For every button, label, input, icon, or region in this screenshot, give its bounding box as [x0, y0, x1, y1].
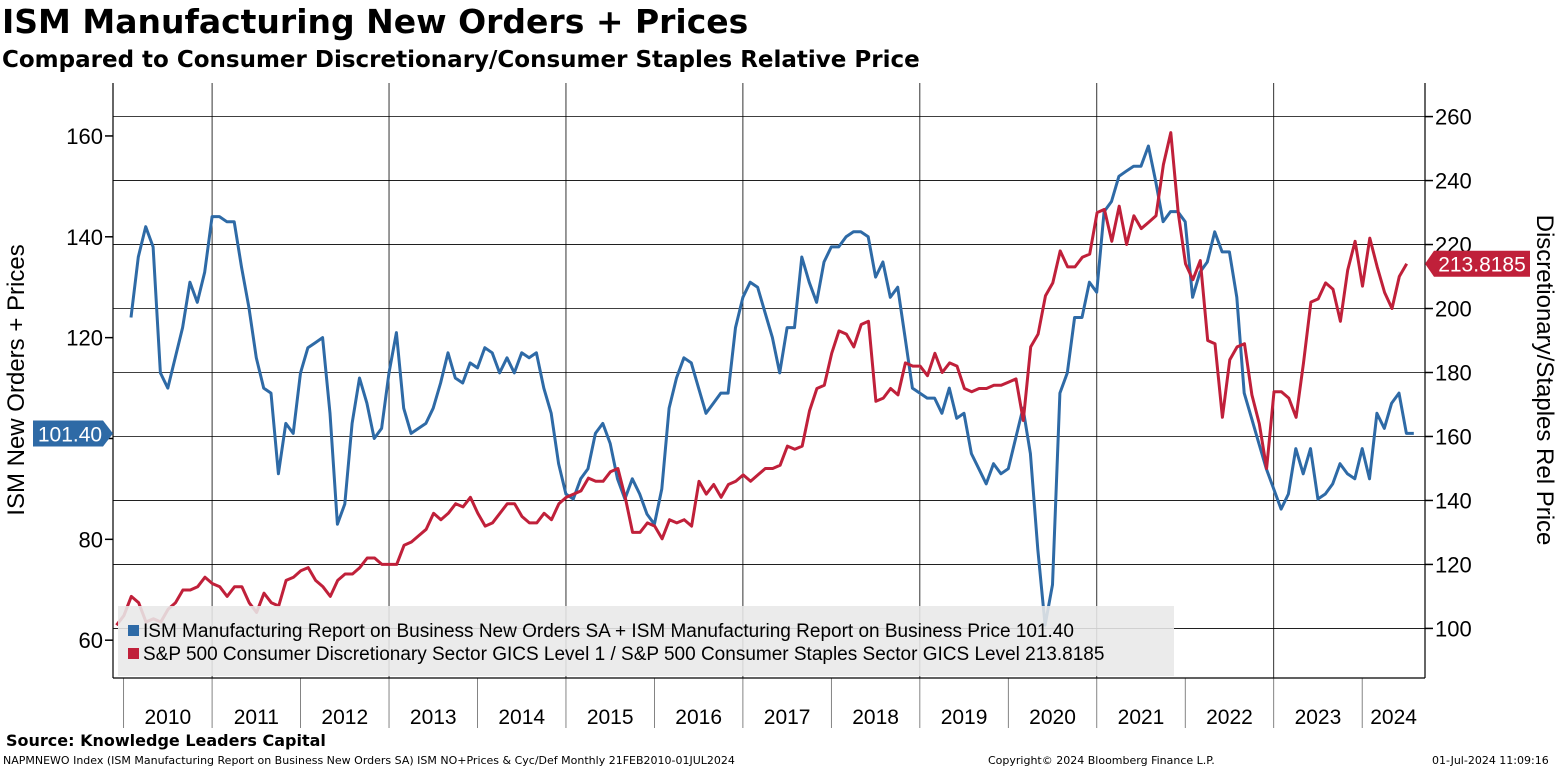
tick-label-x: 2022: [1206, 706, 1253, 729]
tick-label-x: 2015: [587, 706, 634, 729]
legend: ISM Manufacturing Report on Business New…: [33, 250, 1530, 676]
series-rel-price-line: [115, 131, 1408, 627]
tick-label-x: 2014: [498, 706, 545, 729]
legend-swatch-ism: [128, 625, 139, 636]
tick-label-left: 140: [66, 225, 103, 250]
source-note: Source: Knowledge Leaders Capital: [6, 731, 326, 750]
legend-label-rel: S&P 500 Consumer Discretionary Sector GI…: [143, 644, 1104, 665]
series-ism-line: [129, 144, 1414, 627]
tick-label-x: 2011: [234, 706, 279, 729]
series-lines: [115, 131, 1414, 627]
chart-subtitle: Compared to Consumer Discretionary/Consu…: [2, 47, 920, 73]
tick-label-x: 2017: [764, 706, 811, 729]
tick-label-x: 2013: [410, 706, 457, 729]
tick-label-x: 2023: [1295, 706, 1342, 729]
index-info: NAPMNEWO Index (ISM Manufacturing Report…: [3, 754, 735, 767]
legend-swatch-rel: [128, 648, 139, 659]
chart-title: ISM Manufacturing New Orders + Prices: [2, 2, 749, 41]
tick-label-left: 160: [66, 124, 103, 149]
tick-label-x: 2020: [1029, 706, 1076, 729]
tick-label-x: 2012: [321, 706, 368, 729]
tick-label-right: 260: [1435, 105, 1472, 130]
legend-label-ism: ISM Manufacturing Report on Business New…: [143, 621, 1074, 642]
last-value-tag-rel: [1425, 250, 1530, 277]
tick-label-left: 120: [66, 326, 103, 351]
tick-label-right: 160: [1435, 424, 1472, 449]
tick-label-left: 60: [79, 628, 103, 653]
tick-label-right: 240: [1435, 169, 1472, 194]
tick-label-right: 120: [1435, 552, 1472, 577]
last-value-text-rel: 213.8185: [1438, 254, 1526, 277]
tick-label-right: 200: [1435, 297, 1472, 322]
tick-label-x: 2016: [675, 706, 722, 729]
last-value-tag-ism: [33, 420, 113, 447]
last-value-text-ism: 101.40: [38, 423, 102, 446]
timestamp: 01-Jul-2024 11:09:16: [1432, 754, 1549, 767]
tick-label-x: 2010: [144, 706, 191, 729]
legend-box: [118, 606, 1174, 676]
tick-label-x: 2021: [1118, 706, 1165, 729]
tick-label-right: 180: [1435, 361, 1472, 386]
copyright: Copyright© 2024 Bloomberg Finance L.P.: [988, 754, 1215, 767]
y-left-title: ISM New Orders + Prices: [3, 244, 30, 515]
y-right-title: Discretionary/Staples Rel Price: [1531, 215, 1558, 546]
tick-label-right: 100: [1435, 616, 1472, 641]
tick-label-x: 2018: [852, 706, 899, 729]
gridlines: [113, 83, 1425, 678]
axis-titles: ISM New Orders + Prices Discretionary/Sta…: [3, 215, 1558, 546]
tick-label-right: 140: [1435, 488, 1472, 513]
tick-label-left: 80: [79, 527, 103, 552]
tick-label-x: 2019: [941, 706, 988, 729]
tick-label-x: 2024: [1370, 706, 1417, 729]
